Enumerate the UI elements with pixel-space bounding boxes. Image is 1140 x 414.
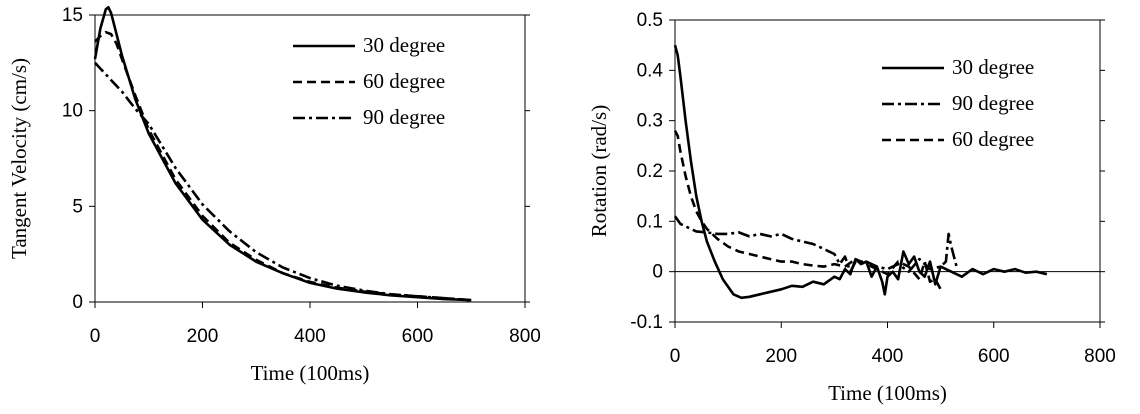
x-tick-label: 400 [294,326,326,347]
x-axis-title: Time (100ms) [828,381,947,405]
legend-label: 60 degree [952,127,1034,151]
y-tick-label: -0.1 [630,312,663,333]
legend-label: 30 degree [952,55,1034,79]
legend-label: 90 degree [952,91,1034,115]
x-tick-label: 400 [872,346,904,367]
y-tick-label: 5 [72,196,83,217]
y-tick-label: 15 [62,5,83,26]
y-tick-label: 10 [62,101,83,122]
x-tick-label: 800 [1084,346,1116,367]
series-line-90-degree [94,61,472,302]
x-tick-label: 0 [670,346,681,367]
legend: 30 degree 60 degree 90 degree [293,33,445,129]
x-axis-title: Time (100ms) [251,361,370,385]
legend: 30 degree 90 degree 60 degree [882,55,1034,151]
series-line-30-degree [673,44,1048,300]
y-tick-label: 0.5 [637,10,663,31]
legend-label: 30 degree [363,33,445,57]
y-tick-label: 0.1 [637,211,663,232]
y-tick-label: 0 [72,292,83,313]
y-tick-label: 0.4 [637,60,664,81]
y-tick-label: 0.2 [637,161,663,182]
series-line-60-degree [673,130,942,290]
y-axis-title: Rotation (rad/s) [587,105,611,237]
series-line-60-degree [94,30,472,302]
series-line-90-degree [673,215,958,274]
rotation-chart: -0.1 0 0.1 0.2 0.3 0.4 0.5 0 200 400 600 800 Time (1… [587,10,1116,405]
x-tick-label: 600 [402,326,434,347]
plot-frame [94,14,526,303]
y-tick-label: 0.3 [637,111,663,132]
legend-label: 90 degree [363,105,445,129]
x-tick-label: 600 [978,346,1010,367]
x-tick-label: 200 [765,346,797,367]
y-axis-title: Tangent Velocity (cm/s) [7,58,31,259]
x-tick-label: 200 [187,326,219,347]
legend-label: 60 degree [363,69,445,93]
x-tick-label: 0 [90,326,101,347]
velocity-chart: 0 5 10 15 0 200 400 600 800 Time (100ms) Tangent V… [7,5,541,385]
x-tick-label: 800 [509,326,541,347]
y-tick-label: 0 [652,262,663,283]
